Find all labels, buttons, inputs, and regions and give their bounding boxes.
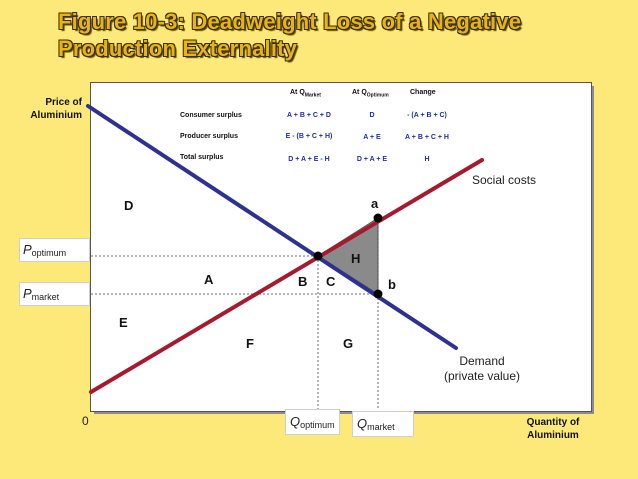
table-row-label: Total surplus	[180, 154, 224, 161]
table-header-market: At QMarket	[290, 89, 321, 98]
region-c-label: C	[326, 274, 336, 289]
q-market-label: Qmarket	[352, 411, 414, 437]
point-a-label: a	[371, 196, 379, 211]
p-market-symbol: P	[23, 286, 32, 301]
table-header-market-sub: Market	[304, 92, 321, 99]
table-cell: - (A + B + C)	[407, 112, 447, 119]
x-axis-label: Quantity of Aluminium	[520, 416, 586, 442]
table-cell: D + A + E - H	[288, 156, 330, 163]
q-market-symbol: Q	[357, 416, 368, 431]
slide-title-line-1: Figure 10-3: Deadweight Loss of a Negati…	[58, 9, 522, 34]
point-optimum-dot	[313, 251, 323, 261]
region-f-label: F	[246, 336, 254, 351]
origin-label: 0	[82, 414, 89, 428]
x-axis-label-line-2: Aluminium	[527, 430, 579, 441]
q-optimum-subscript: optimum	[300, 420, 335, 430]
p-optimum-symbol: P	[23, 242, 32, 257]
q-market-subscript: market	[367, 422, 395, 432]
p-optimum-subscript: optimum	[31, 248, 67, 258]
table-row-label: Consumer surplus	[180, 112, 242, 119]
table-header-optimum-sub: Optimum	[366, 92, 389, 99]
p-optimum-label: Poptimum	[19, 238, 90, 262]
demand-label-line-2: (private value)	[443, 369, 521, 383]
table-header-optimum: At QOptimum	[352, 89, 389, 98]
table-cell: D + A + E	[356, 156, 388, 163]
demand-label-line-1: Demand	[459, 354, 505, 368]
p-market-subscript: market	[31, 292, 60, 302]
social-costs-curve	[89, 158, 484, 394]
point-b-dot	[373, 289, 383, 299]
x-axis-label-line-1: Quantity of	[526, 417, 580, 428]
table-header-optimum-prefix: At Q	[352, 89, 367, 96]
point-a-dot	[373, 213, 383, 223]
region-e-label: E	[119, 315, 128, 330]
region-a-label: A	[204, 272, 214, 287]
region-b-label: B	[298, 274, 308, 289]
social-costs-label: Social costs	[472, 173, 537, 187]
demand-label: Demand (private value)	[432, 354, 532, 384]
slide-title-line-2: Production Externality	[58, 36, 298, 61]
region-h-label: H	[351, 251, 361, 266]
demand-curve	[86, 104, 458, 350]
region-g-label: G	[343, 336, 354, 351]
y-axis-label: Price of Aluminium	[20, 96, 82, 122]
q-optimum-symbol: Q	[290, 414, 301, 429]
table-cell: A + E	[363, 134, 381, 141]
y-axis-label-line-1: Price of	[45, 97, 82, 108]
region-d-label: D	[124, 198, 134, 213]
table-row-label: Producer surplus	[180, 133, 238, 140]
table-header-market-prefix: At Q	[290, 89, 305, 96]
slide-title: Figure 10-3: Deadweight Loss of a Negati…	[58, 8, 618, 62]
point-b-label: b	[388, 277, 396, 292]
table-header-change: Change	[410, 89, 436, 96]
q-optimum-label: Qoptimum	[285, 409, 340, 435]
table-cell: A + B + C + D	[287, 112, 331, 119]
table-cell: D	[369, 112, 375, 119]
table-cell: H	[424, 156, 430, 163]
diagram-panel	[90, 82, 592, 412]
table-cell: A + B + C + H	[405, 134, 449, 141]
table-cell: E - (B + C + H)	[285, 133, 333, 140]
p-market-label: Pmarket	[19, 282, 90, 306]
y-axis-label-line-2: Aluminium	[30, 110, 82, 121]
